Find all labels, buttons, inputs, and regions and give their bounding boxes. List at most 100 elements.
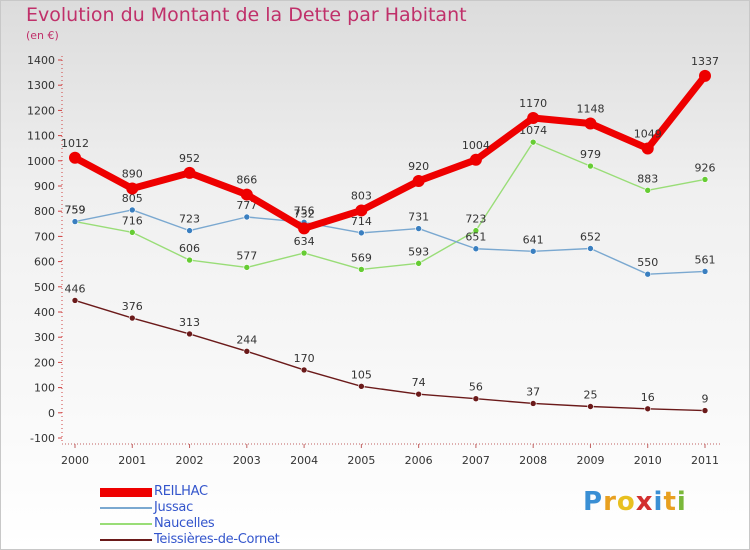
data-point-naucelles bbox=[529, 138, 537, 146]
logo-letter: r bbox=[603, 487, 617, 517]
x-tick-label: 2007 bbox=[462, 454, 490, 467]
data-point-reilhac bbox=[699, 69, 711, 82]
data-point-jussac bbox=[358, 229, 365, 237]
data-label-jussac: 759 bbox=[65, 204, 86, 217]
data-point-jussac bbox=[71, 218, 79, 225]
series-line-reilhac bbox=[71, 72, 709, 232]
data-point-naucelles bbox=[186, 256, 193, 264]
data-point-jussac bbox=[587, 245, 594, 252]
proxiti-logo: Proxiti bbox=[583, 487, 687, 517]
data-label-teissi-res-de-cornet: 376 bbox=[122, 300, 143, 313]
data-label-jussac: 723 bbox=[179, 213, 200, 226]
legend-label-naucelles: Naucelles bbox=[154, 516, 215, 531]
data-point-reilhac bbox=[240, 188, 253, 201]
logo-letter: t bbox=[663, 487, 677, 517]
logo-letter: i bbox=[676, 487, 687, 517]
data-label-jussac: 756 bbox=[294, 204, 315, 217]
legend-swatch-reilhac bbox=[100, 487, 152, 497]
data-point-jussac bbox=[701, 268, 709, 275]
data-label-jussac: 550 bbox=[637, 256, 658, 269]
logo-letter: P bbox=[583, 487, 604, 517]
data-label-teissi-res-de-cornet: 16 bbox=[641, 391, 655, 404]
logo-letter: i bbox=[653, 487, 664, 517]
data-label-reilhac: 732 bbox=[294, 207, 315, 220]
x-tick-label: 2003 bbox=[233, 454, 261, 467]
data-label-naucelles: 569 bbox=[351, 251, 372, 264]
data-point-teissi-res-de-cornet bbox=[243, 348, 251, 355]
data-label-teissi-res-de-cornet: 313 bbox=[179, 316, 200, 329]
data-label-teissi-res-de-cornet: 9 bbox=[702, 393, 709, 406]
data-point-reilhac bbox=[641, 142, 654, 155]
data-point-teissi-res-de-cornet bbox=[300, 366, 308, 374]
data-point-jussac bbox=[415, 225, 422, 232]
data-label-naucelles: 577 bbox=[236, 249, 257, 262]
data-point-reilhac bbox=[298, 222, 311, 235]
data-label-reilhac: 1148 bbox=[576, 103, 604, 116]
y-tick-label: 100 bbox=[34, 382, 55, 395]
legend-label-reilhac: REILHAC bbox=[154, 484, 208, 499]
y-tick-label: 800 bbox=[34, 205, 55, 218]
data-label-reilhac: 920 bbox=[408, 160, 429, 173]
series-line-naucelles bbox=[74, 141, 706, 271]
data-point-naucelles bbox=[701, 176, 709, 183]
data-label-teissi-res-de-cornet: 56 bbox=[469, 381, 483, 394]
data-label-teissi-res-de-cornet: 37 bbox=[526, 385, 540, 398]
y-tick-label: 500 bbox=[34, 281, 55, 294]
chart-title: Evolution du Montant de la Dette par Hab… bbox=[26, 4, 467, 26]
data-point-teissi-res-de-cornet bbox=[701, 407, 709, 414]
data-label-teissi-res-de-cornet: 170 bbox=[294, 352, 315, 365]
data-point-reilhac bbox=[412, 174, 425, 187]
x-tick-label: 2008 bbox=[519, 454, 547, 467]
data-point-teissi-res-de-cornet bbox=[472, 395, 480, 402]
data-label-reilhac: 1337 bbox=[691, 55, 719, 68]
data-label-naucelles: 883 bbox=[637, 172, 658, 185]
data-point-teissi-res-de-cornet bbox=[529, 400, 537, 407]
y-tick-label: 300 bbox=[34, 331, 55, 344]
chart-unit: (en €) bbox=[26, 29, 59, 42]
data-point-teissi-res-de-cornet bbox=[186, 330, 193, 338]
data-label-naucelles: 716 bbox=[122, 214, 143, 227]
x-tick-label: 2010 bbox=[634, 454, 662, 467]
data-label-naucelles: 926 bbox=[695, 161, 716, 174]
data-point-reilhac bbox=[355, 204, 368, 217]
x-tick-label: 2004 bbox=[290, 454, 318, 467]
data-label-jussac: 731 bbox=[408, 211, 429, 224]
data-label-jussac: 641 bbox=[523, 233, 544, 246]
data-point-teissi-res-de-cornet bbox=[587, 403, 594, 410]
data-point-reilhac bbox=[69, 151, 81, 164]
data-point-naucelles bbox=[415, 260, 422, 267]
data-label-jussac: 561 bbox=[695, 253, 716, 266]
data-point-reilhac bbox=[469, 153, 482, 166]
data-point-teissi-res-de-cornet bbox=[358, 383, 365, 390]
data-label-jussac: 777 bbox=[236, 199, 257, 212]
data-point-jussac bbox=[243, 213, 251, 221]
data-point-naucelles bbox=[300, 249, 308, 257]
y-tick-label: 600 bbox=[34, 256, 55, 269]
x-tick-label: 2006 bbox=[405, 454, 433, 467]
data-label-reilhac: 1004 bbox=[462, 139, 490, 152]
legend-swatch-teissi-res-de-cornet bbox=[100, 539, 152, 541]
x-tick-label: 2005 bbox=[347, 454, 375, 467]
data-point-reilhac bbox=[126, 182, 139, 195]
x-tick-label: 2011 bbox=[691, 454, 719, 467]
data-label-naucelles: 634 bbox=[294, 235, 315, 248]
y-tick-label: -100 bbox=[30, 432, 55, 445]
y-tick-label: 1000 bbox=[27, 155, 55, 168]
data-point-jussac bbox=[186, 227, 193, 234]
y-tick-label: 1300 bbox=[27, 79, 55, 92]
data-label-reilhac: 803 bbox=[351, 189, 372, 202]
legend-label-teissi-res-de-cornet: Teissières-de-Cornet bbox=[154, 532, 280, 547]
data-label-reilhac: 890 bbox=[122, 168, 143, 181]
data-point-teissi-res-de-cornet bbox=[644, 405, 652, 413]
data-label-jussac: 805 bbox=[122, 192, 143, 205]
data-label-naucelles: 979 bbox=[580, 148, 601, 161]
data-point-teissi-res-de-cornet bbox=[71, 297, 79, 304]
data-label-reilhac: 1012 bbox=[61, 137, 89, 150]
data-label-jussac: 651 bbox=[465, 231, 486, 244]
data-point-jussac bbox=[529, 247, 537, 255]
data-label-teissi-res-de-cornet: 446 bbox=[65, 282, 86, 295]
data-label-jussac: 714 bbox=[351, 215, 372, 228]
y-tick-label: 1200 bbox=[27, 104, 55, 117]
